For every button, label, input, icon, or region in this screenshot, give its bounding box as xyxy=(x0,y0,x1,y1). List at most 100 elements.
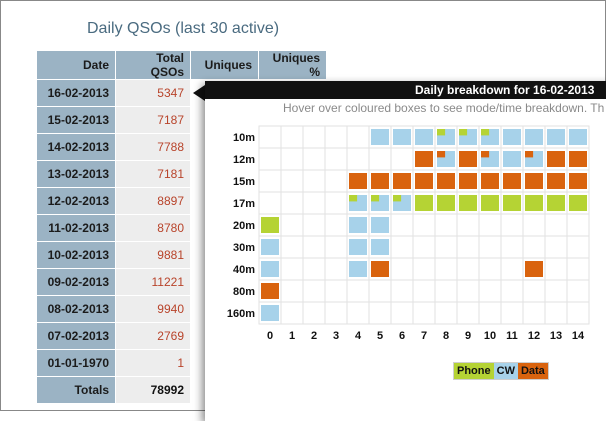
activity-box-data[interactable] xyxy=(437,173,455,189)
totals-value: 78992 xyxy=(115,376,191,404)
activity-box-data[interactable] xyxy=(569,173,587,189)
activity-box-data[interactable] xyxy=(481,151,490,158)
activity-box-cw[interactable] xyxy=(415,129,433,145)
grid-cell xyxy=(566,279,590,303)
activity-box-data[interactable] xyxy=(261,283,279,299)
grid-cell xyxy=(478,257,502,281)
activity-box-data[interactable] xyxy=(371,261,389,277)
band-label-30m: 30m xyxy=(233,242,255,254)
grid-cell xyxy=(302,125,326,149)
activity-box-data[interactable] xyxy=(437,151,446,158)
grid-cell xyxy=(302,169,326,193)
activity-box-phone[interactable] xyxy=(481,129,490,136)
grid-cell xyxy=(280,191,304,215)
activity-box-cw[interactable] xyxy=(393,129,411,145)
grid-cell xyxy=(500,257,524,281)
activity-box-phone[interactable] xyxy=(459,195,477,211)
activity-box-cw[interactable] xyxy=(349,261,367,277)
activity-box-cw[interactable] xyxy=(371,129,389,145)
grid-cell xyxy=(302,147,326,171)
popup-pointer xyxy=(193,85,205,101)
activity-box-data[interactable] xyxy=(371,173,389,189)
activity-box-phone[interactable] xyxy=(503,195,521,211)
grid-cell xyxy=(324,235,348,259)
column-header-date[interactable]: Date xyxy=(36,50,116,80)
activity-box-cw[interactable] xyxy=(371,239,389,255)
band-label-40m: 40m xyxy=(233,264,255,276)
activity-box-phone[interactable] xyxy=(437,129,446,136)
activity-box-phone[interactable] xyxy=(261,217,279,233)
totals-label: Totals xyxy=(36,376,116,404)
hour-label: 13 xyxy=(550,330,562,342)
grid-cell xyxy=(566,213,590,237)
band-label-10m: 10m xyxy=(233,132,255,144)
grid-cell xyxy=(346,301,370,325)
activity-box-phone[interactable] xyxy=(525,195,543,211)
column-header-uniques-pct[interactable]: Uniques % xyxy=(258,50,327,80)
popup-hint: Hover over coloured boxes to see mode/ti… xyxy=(283,101,605,115)
row-total: 9940 xyxy=(115,295,191,323)
grid-cell xyxy=(324,125,348,149)
grid-cell xyxy=(324,301,348,325)
grid-cell xyxy=(456,279,480,303)
row-total: 5347 xyxy=(115,79,191,107)
activity-box-data[interactable] xyxy=(525,261,543,277)
row-total: 7181 xyxy=(115,160,191,188)
activity-box-data[interactable] xyxy=(569,151,587,167)
row-date: 08-02-2013 xyxy=(36,295,116,323)
activity-box-data[interactable] xyxy=(459,151,477,167)
grid-cell xyxy=(258,125,282,149)
column-header-total[interactable]: Total QSOs xyxy=(115,50,191,80)
activity-box-cw[interactable] xyxy=(261,305,279,321)
grid-cell xyxy=(390,279,414,303)
grid-cell xyxy=(478,301,502,325)
grid-cell xyxy=(500,213,524,237)
grid-cell xyxy=(280,257,304,281)
grid-cell xyxy=(302,279,326,303)
row-date: 09-02-2013 xyxy=(36,268,116,296)
activity-box-cw[interactable] xyxy=(371,217,389,233)
activity-box-cw[interactable] xyxy=(503,129,521,145)
activity-box-phone[interactable] xyxy=(415,195,433,211)
activity-box-data[interactable] xyxy=(525,173,543,189)
activity-box-phone[interactable] xyxy=(569,195,587,211)
activity-box-data[interactable] xyxy=(415,173,433,189)
grid-cell xyxy=(368,147,392,171)
activity-box-cw[interactable] xyxy=(261,261,279,277)
activity-box-data[interactable] xyxy=(547,151,565,167)
activity-box-data[interactable] xyxy=(349,173,367,189)
grid-cell xyxy=(324,147,348,171)
activity-box-cw[interactable] xyxy=(503,151,521,167)
activity-box-cw[interactable] xyxy=(569,129,587,145)
activity-box-data[interactable] xyxy=(547,173,565,189)
grid-cell xyxy=(324,279,348,303)
band-label-20m: 20m xyxy=(233,220,255,232)
activity-box-phone[interactable] xyxy=(393,195,402,202)
grid-cell xyxy=(324,257,348,281)
activity-box-data[interactable] xyxy=(503,173,521,189)
activity-box-cw[interactable] xyxy=(349,239,367,255)
row-date: 12-02-2013 xyxy=(36,187,116,215)
activity-box-cw[interactable] xyxy=(547,129,565,145)
grid-cell xyxy=(544,301,568,325)
grid-cell xyxy=(544,279,568,303)
activity-box-cw[interactable] xyxy=(261,239,279,255)
activity-box-data[interactable] xyxy=(393,173,411,189)
activity-box-phone[interactable] xyxy=(459,129,468,136)
activity-box-phone[interactable] xyxy=(481,195,499,211)
grid-cell xyxy=(324,213,348,237)
activity-box-data[interactable] xyxy=(525,151,534,158)
grid-cell xyxy=(434,213,458,237)
activity-box-phone[interactable] xyxy=(349,195,358,202)
activity-box-phone[interactable] xyxy=(371,195,380,202)
activity-box-data[interactable] xyxy=(459,173,477,189)
grid-cell xyxy=(412,301,436,325)
activity-box-phone[interactable] xyxy=(547,195,565,211)
column-header-uniques[interactable]: Uniques xyxy=(190,50,259,80)
activity-box-data[interactable] xyxy=(415,151,433,167)
activity-box-cw[interactable] xyxy=(349,217,367,233)
activity-box-cw[interactable] xyxy=(525,129,543,145)
grid-cell xyxy=(500,301,524,325)
activity-box-phone[interactable] xyxy=(437,195,455,211)
activity-box-data[interactable] xyxy=(481,173,499,189)
